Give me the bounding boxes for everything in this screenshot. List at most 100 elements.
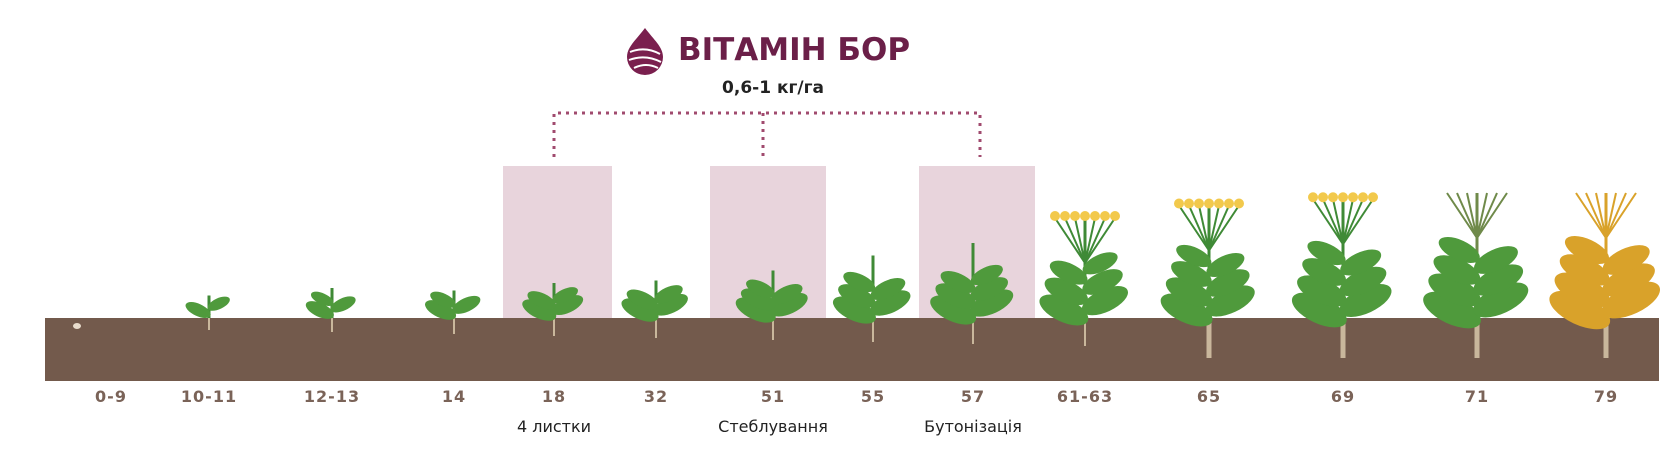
branch <box>1342 198 1364 245</box>
flower <box>1050 211 1060 221</box>
branch <box>1074 217 1086 264</box>
leaf <box>940 270 976 294</box>
leaf <box>552 287 578 304</box>
leaf <box>1082 269 1123 295</box>
leaf <box>1206 269 1250 297</box>
branch <box>1084 217 1116 264</box>
leaf <box>1438 236 1480 264</box>
application-windows <box>503 166 1035 318</box>
flower <box>1110 211 1120 221</box>
leaf <box>522 299 557 321</box>
branch <box>1342 199 1354 245</box>
leaf <box>735 297 776 323</box>
stage-code: 0-9 <box>95 387 127 406</box>
branch <box>1208 205 1230 251</box>
leaf <box>1044 277 1088 306</box>
leaf <box>654 285 683 304</box>
logo <box>627 28 663 75</box>
flower <box>1194 198 1204 209</box>
leaf <box>1602 245 1650 275</box>
stage-code: 69 <box>1331 387 1355 406</box>
plants <box>73 192 1661 358</box>
leaf <box>1165 277 1213 307</box>
stage-code: 65 <box>1197 387 1221 406</box>
leaf <box>1176 244 1212 268</box>
branch <box>1054 217 1086 264</box>
flower <box>1234 198 1244 209</box>
leaf <box>425 300 457 320</box>
branch <box>1466 192 1478 239</box>
leaf <box>1340 249 1382 276</box>
plant <box>1423 192 1529 358</box>
leaf <box>626 289 659 310</box>
leaf <box>452 295 481 314</box>
branch <box>1595 192 1607 239</box>
leaf <box>1554 272 1610 308</box>
leaf <box>1559 254 1610 286</box>
branch <box>1332 199 1344 245</box>
stage-code: 51 <box>761 387 785 406</box>
branch <box>1342 198 1374 245</box>
plant <box>1549 192 1661 358</box>
branch <box>1208 205 1220 251</box>
bracket <box>552 111 982 157</box>
branch <box>1575 192 1607 239</box>
plant <box>1039 211 1128 346</box>
plant <box>425 290 481 334</box>
flower <box>1368 192 1378 203</box>
leaf <box>1039 294 1089 326</box>
stage-code: 55 <box>861 387 885 406</box>
leaf <box>838 284 876 308</box>
stage-phase: Стеблування <box>718 417 828 436</box>
flower <box>1100 211 1110 221</box>
leaf <box>310 291 334 306</box>
leaf <box>1339 283 1392 318</box>
leaf <box>185 302 211 318</box>
leaf <box>1564 236 1609 264</box>
leaf <box>621 298 659 322</box>
stage-code: 61-63 <box>1057 387 1113 406</box>
leaf <box>551 295 584 316</box>
plant <box>185 295 230 330</box>
branch <box>1476 192 1488 239</box>
branch <box>1605 192 1627 239</box>
leaf <box>330 296 356 313</box>
plant <box>621 280 688 338</box>
leaf <box>1602 263 1655 297</box>
leaf <box>870 290 911 316</box>
seed <box>73 323 81 329</box>
flower <box>1214 198 1224 209</box>
leaf <box>1307 240 1346 266</box>
branch <box>1456 192 1478 239</box>
leaf <box>430 291 456 308</box>
leaf <box>1433 255 1481 285</box>
stage-code: 14 <box>442 387 466 406</box>
leaf <box>970 289 1014 317</box>
leaf <box>870 278 906 300</box>
stage-phase: Бутонізація <box>924 417 1022 436</box>
leaf <box>832 296 876 324</box>
leaf <box>1302 258 1346 286</box>
leaf <box>1473 282 1529 318</box>
leaf <box>746 279 775 298</box>
branch <box>1064 217 1086 264</box>
plant <box>832 255 911 342</box>
leaf <box>740 288 776 311</box>
branch <box>1605 192 1637 239</box>
leaf <box>1297 275 1347 307</box>
leaf <box>1205 285 1255 317</box>
plant <box>522 283 584 336</box>
leaf <box>935 283 976 309</box>
branch <box>1605 192 1617 239</box>
leaf <box>970 277 1009 301</box>
stage-code: 57 <box>961 387 985 406</box>
branch <box>1312 198 1344 245</box>
leaf <box>305 301 334 319</box>
leaf <box>770 283 803 305</box>
branch <box>1208 204 1240 252</box>
flower <box>1204 198 1214 209</box>
branch <box>1585 192 1607 239</box>
stage-code: 10-11 <box>181 387 237 406</box>
plant <box>73 323 81 329</box>
flower <box>1070 211 1080 221</box>
